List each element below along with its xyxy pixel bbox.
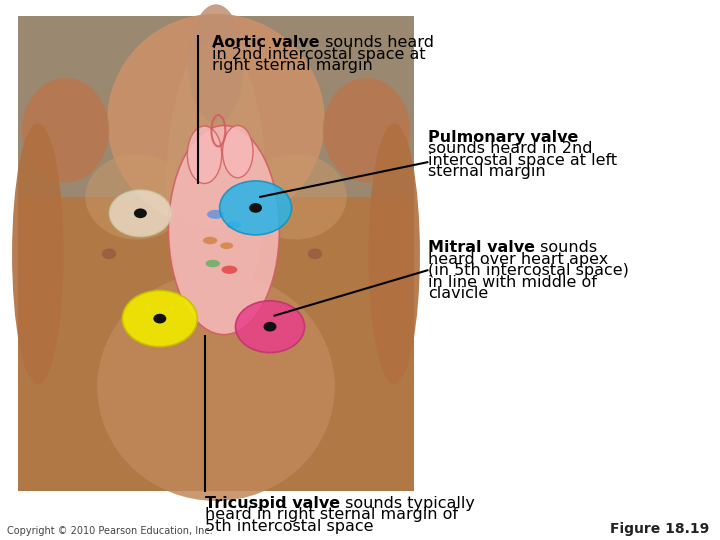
Text: sounds heard in 2nd: sounds heard in 2nd [428, 141, 593, 156]
Circle shape [109, 190, 171, 237]
Text: in 2nd intercostal space at: in 2nd intercostal space at [212, 46, 426, 62]
Text: sternal margin: sternal margin [428, 164, 546, 179]
Ellipse shape [207, 210, 224, 219]
Text: Aortic valve: Aortic valve [212, 35, 320, 50]
Circle shape [102, 248, 117, 259]
Circle shape [220, 181, 292, 235]
Circle shape [308, 248, 323, 259]
Bar [18, 16, 414, 491]
Ellipse shape [222, 266, 238, 274]
Text: intercostal space at left: intercostal space at left [428, 153, 618, 167]
Bar [18, 16, 414, 197]
Text: sounds typically: sounds typically [341, 496, 475, 511]
Text: Copyright © 2010 Pearson Education, Inc.: Copyright © 2010 Pearson Education, Inc. [7, 525, 213, 536]
Ellipse shape [323, 78, 410, 183]
Ellipse shape [85, 154, 188, 240]
Ellipse shape [12, 123, 63, 384]
Ellipse shape [97, 273, 335, 501]
Circle shape [122, 291, 197, 347]
Ellipse shape [220, 242, 233, 249]
Ellipse shape [166, 40, 266, 325]
Text: in line with middle of: in line with middle of [428, 275, 598, 290]
Circle shape [235, 301, 305, 353]
Text: Figure 18.19: Figure 18.19 [610, 522, 709, 536]
Circle shape [249, 203, 262, 213]
Ellipse shape [222, 125, 253, 178]
Ellipse shape [227, 221, 241, 228]
Text: Tricuspid valve: Tricuspid valve [205, 496, 341, 511]
Text: sounds: sounds [536, 240, 598, 255]
Ellipse shape [187, 126, 222, 184]
Text: Pulmonary valve: Pulmonary valve [428, 130, 579, 145]
Circle shape [264, 322, 276, 332]
Text: 5th intercostal space: 5th intercostal space [205, 519, 374, 534]
Ellipse shape [22, 78, 109, 183]
Ellipse shape [168, 125, 279, 335]
Ellipse shape [107, 14, 325, 228]
Text: right sternal margin: right sternal margin [212, 58, 373, 73]
Ellipse shape [188, 4, 243, 123]
Text: sounds heard: sounds heard [320, 35, 434, 50]
Circle shape [134, 208, 147, 218]
Text: Mitral valve: Mitral valve [428, 240, 536, 255]
Text: heard over heart apex: heard over heart apex [428, 252, 608, 267]
Ellipse shape [369, 123, 420, 384]
Ellipse shape [206, 260, 220, 267]
Circle shape [153, 314, 166, 323]
Ellipse shape [203, 237, 217, 244]
Text: (in 5th intercostal space): (in 5th intercostal space) [428, 264, 629, 278]
Ellipse shape [243, 154, 347, 240]
Text: heard in right sternal margin of: heard in right sternal margin of [205, 507, 458, 522]
Text: clavicle: clavicle [428, 286, 489, 301]
